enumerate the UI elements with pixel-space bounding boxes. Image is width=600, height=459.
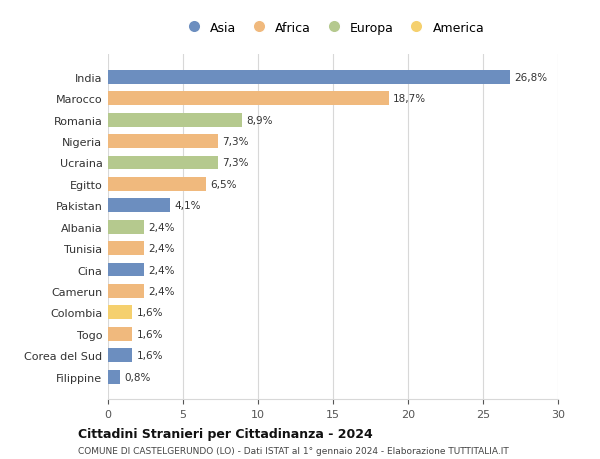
Bar bbox=[108, 306, 132, 319]
Bar bbox=[108, 156, 218, 170]
Text: 7,3%: 7,3% bbox=[222, 137, 248, 147]
Bar bbox=[108, 348, 132, 362]
Text: Cittadini Stranieri per Cittadinanza - 2024: Cittadini Stranieri per Cittadinanza - 2… bbox=[78, 427, 373, 440]
Text: 2,4%: 2,4% bbox=[149, 244, 175, 253]
Text: 1,6%: 1,6% bbox=[137, 350, 163, 360]
Text: 8,9%: 8,9% bbox=[246, 115, 272, 125]
Bar bbox=[108, 199, 170, 213]
Bar bbox=[108, 178, 205, 191]
Bar bbox=[108, 220, 144, 234]
Bar bbox=[108, 327, 132, 341]
Bar bbox=[108, 92, 389, 106]
Bar bbox=[108, 284, 144, 298]
Bar bbox=[108, 135, 218, 149]
Text: 2,4%: 2,4% bbox=[149, 265, 175, 275]
Legend: Asia, Africa, Europa, America: Asia, Africa, Europa, America bbox=[176, 17, 490, 39]
Bar bbox=[108, 71, 510, 84]
Bar bbox=[108, 113, 241, 127]
Text: 18,7%: 18,7% bbox=[393, 94, 426, 104]
Text: 1,6%: 1,6% bbox=[137, 308, 163, 318]
Text: 4,1%: 4,1% bbox=[174, 201, 200, 211]
Text: 6,5%: 6,5% bbox=[210, 179, 236, 190]
Bar bbox=[108, 263, 144, 277]
Bar bbox=[108, 241, 144, 256]
Bar bbox=[108, 370, 120, 384]
Text: COMUNE DI CASTELGERUNDO (LO) - Dati ISTAT al 1° gennaio 2024 - Elaborazione TUTT: COMUNE DI CASTELGERUNDO (LO) - Dati ISTA… bbox=[78, 446, 509, 455]
Text: 2,4%: 2,4% bbox=[149, 286, 175, 296]
Text: 0,8%: 0,8% bbox=[125, 372, 151, 382]
Text: 7,3%: 7,3% bbox=[222, 158, 248, 168]
Text: 1,6%: 1,6% bbox=[137, 329, 163, 339]
Text: 2,4%: 2,4% bbox=[149, 222, 175, 232]
Text: 26,8%: 26,8% bbox=[515, 73, 548, 83]
